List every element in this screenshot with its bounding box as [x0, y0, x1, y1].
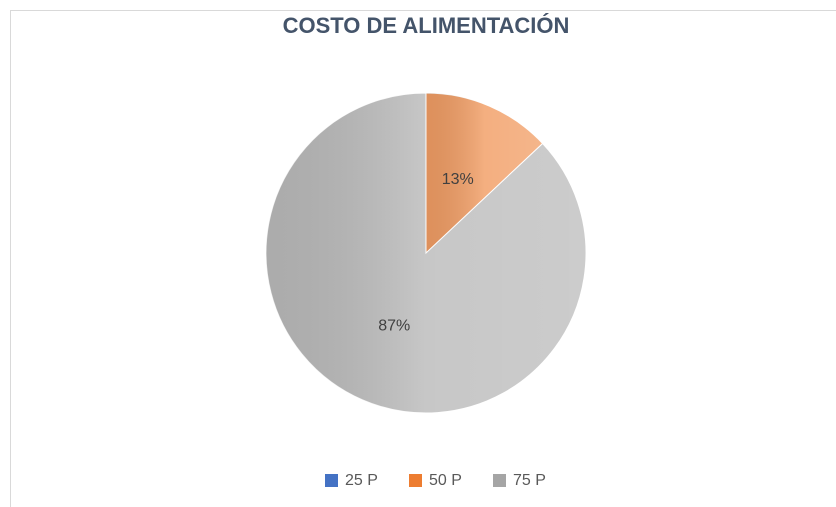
data-label: 87%: [378, 318, 410, 335]
legend: 25 P 50 P 75 P: [325, 472, 546, 489]
pie: 13% 87%: [265, 92, 587, 414]
legend-swatch: [325, 474, 338, 487]
slice-shade: [266, 93, 586, 413]
legend-label: 50 P: [429, 472, 462, 489]
data-label: 13%: [442, 171, 474, 188]
chart-border: [10, 10, 836, 507]
legend-label: 75 P: [513, 472, 546, 489]
legend-swatch: [493, 474, 506, 487]
legend-label: 25 P: [345, 472, 378, 489]
legend-swatch: [409, 474, 422, 487]
slice-shade: [426, 93, 543, 253]
chart-title: COSTO DE ALIMENTACIÓN: [283, 13, 570, 38]
